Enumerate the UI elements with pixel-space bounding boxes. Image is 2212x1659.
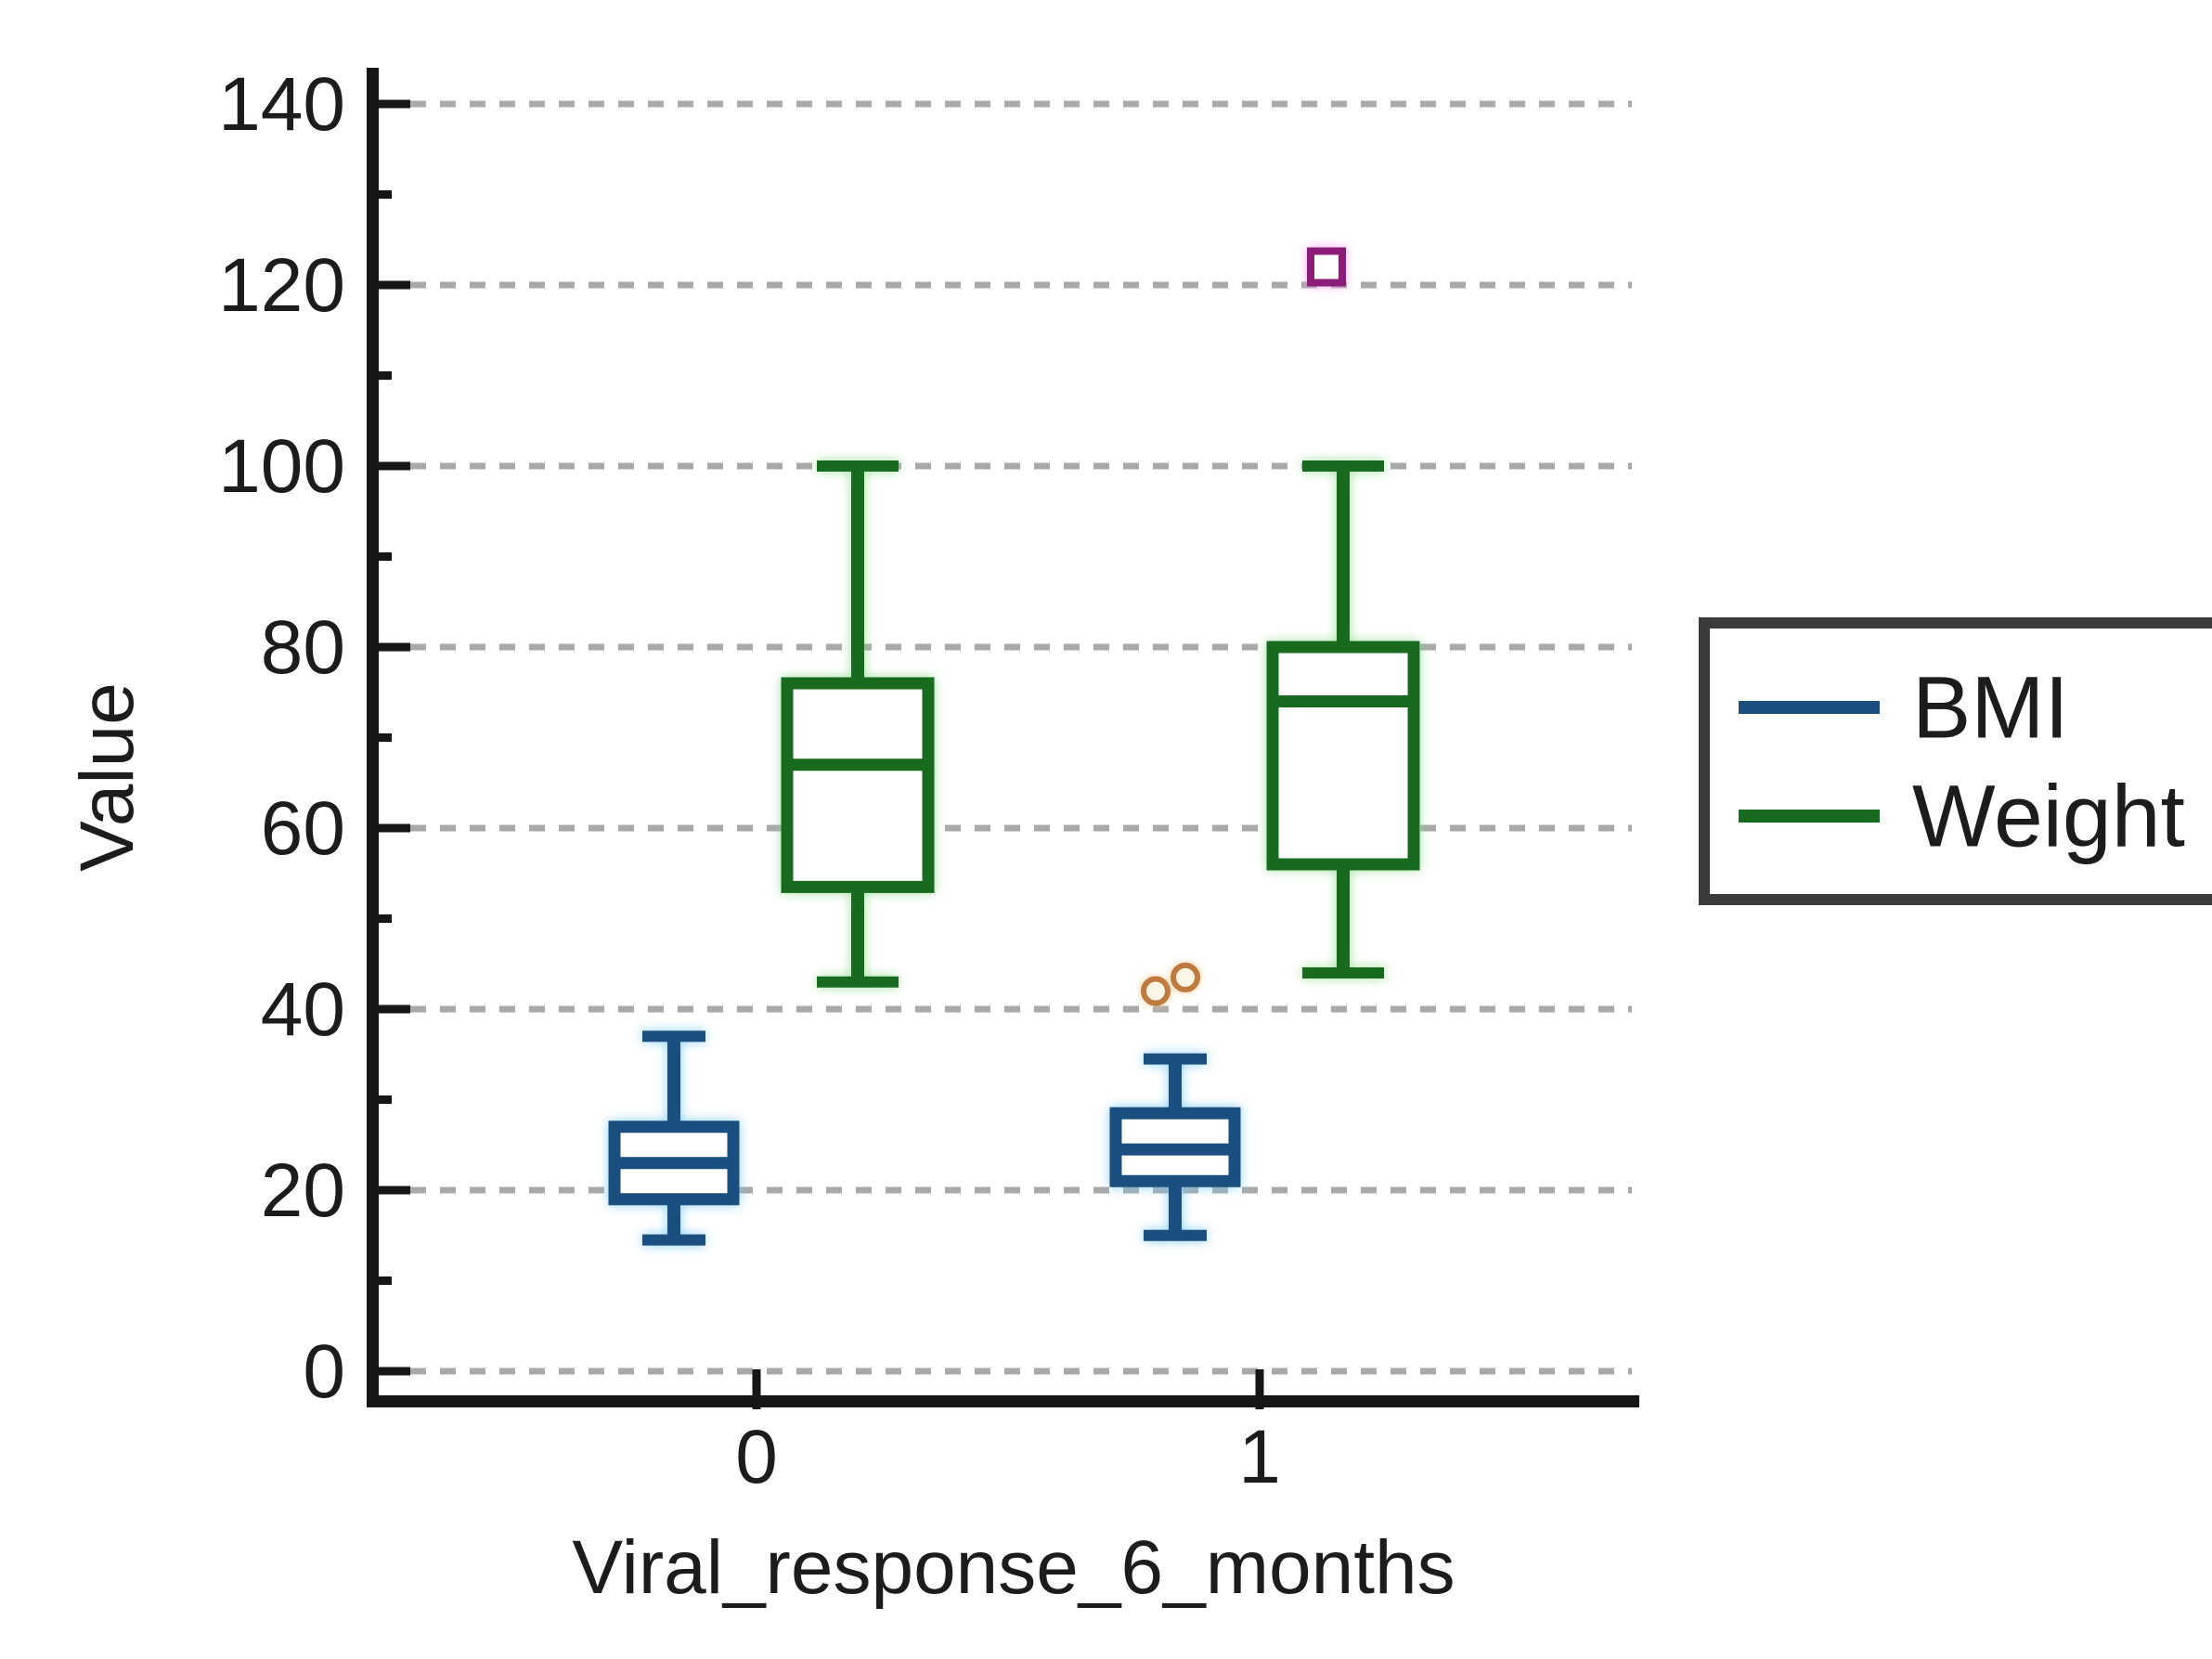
y-axis-line xyxy=(367,68,379,1407)
boxplot-chart: 0 20 40 60 80 100 120 140 0 1 Viral_response_6_mon… xyxy=(65,62,2212,1610)
y-major-tick-0 xyxy=(379,1367,410,1376)
iqr-box xyxy=(1266,641,1420,871)
outlier-square-weight-group-1 xyxy=(1307,247,1346,287)
y-tick-label-20: 20 xyxy=(261,1148,345,1233)
y-minor-tick-30 xyxy=(379,1095,392,1104)
x-category-label-0: 0 xyxy=(735,1415,778,1499)
y-major-tick-80 xyxy=(379,642,410,652)
outlier-circle-bmi-group-1 xyxy=(1141,976,1171,1006)
legend-label-bmi: BMI xyxy=(1912,658,2069,757)
axes: 0 20 40 60 80 100 120 140 0 1 xyxy=(218,62,1639,1499)
y-tick-label-80: 80 xyxy=(261,605,345,690)
legend-box xyxy=(1699,617,2212,905)
x-axis-title: Viral_response_6_months xyxy=(572,1525,1455,1610)
y-minor-tick-90 xyxy=(379,552,392,561)
y-minor-tick-10 xyxy=(379,1277,392,1285)
x-tick-0 xyxy=(752,1369,761,1409)
y-major-tick-20 xyxy=(379,1186,410,1195)
y-tick-label-140: 140 xyxy=(218,62,345,147)
y-minor-tick-50 xyxy=(379,914,392,923)
y-major-tick-40 xyxy=(379,1004,410,1014)
y-major-tick-100 xyxy=(379,461,410,471)
gridlines xyxy=(410,100,1632,1375)
y-minor-tick-70 xyxy=(379,733,392,742)
y-tick-label-120: 120 xyxy=(218,243,345,328)
y-tick-label-60: 60 xyxy=(261,786,345,871)
y-tick-label-100: 100 xyxy=(218,424,345,509)
y-tick-label-0: 0 xyxy=(303,1329,345,1414)
box-weight-group-0 xyxy=(781,460,935,988)
x-tick-1 xyxy=(1255,1369,1264,1409)
y-major-tick-120 xyxy=(379,280,410,290)
box-bmi-group-1 xyxy=(1109,1053,1241,1241)
legend: BMI Weight xyxy=(1699,617,2212,905)
y-tick-label-40: 40 xyxy=(261,967,345,1052)
y-axis-title: Value xyxy=(65,682,149,872)
y-minor-tick-130 xyxy=(379,190,392,199)
iqr-box xyxy=(781,677,935,893)
box-weight-group-1 xyxy=(1266,460,1420,979)
y-minor-tick-110 xyxy=(379,371,392,380)
y-major-tick-60 xyxy=(379,823,410,833)
box-bmi-group-0 xyxy=(608,1030,740,1246)
legend-label-weight: Weight xyxy=(1912,767,2185,865)
y-major-tick-140 xyxy=(379,99,410,109)
x-category-label-1: 1 xyxy=(1238,1415,1281,1499)
boxplot-figure: 0 20 40 60 80 100 120 140 0 1 Viral_response_6_mon… xyxy=(37,15,2212,1644)
x-axis-line xyxy=(367,1395,1639,1407)
outlier-circle-bmi-group-1 xyxy=(1171,962,1200,992)
